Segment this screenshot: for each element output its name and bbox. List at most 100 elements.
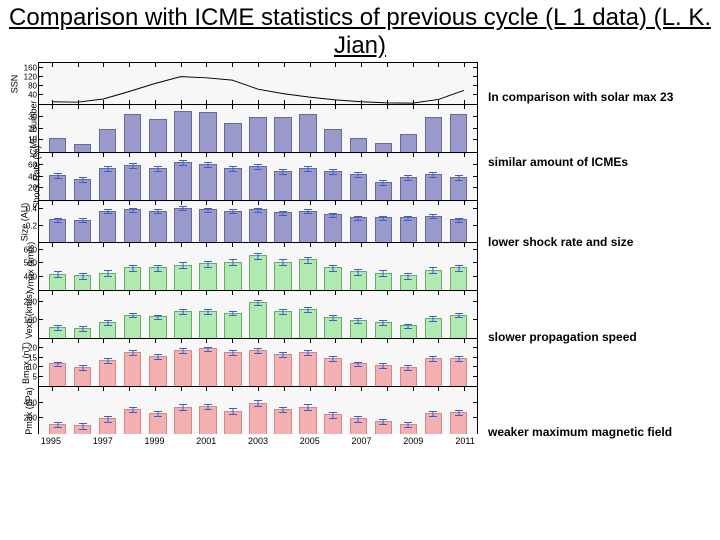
bar (450, 177, 468, 201)
bar (49, 327, 67, 338)
bar (274, 171, 292, 200)
annotation: slower propagation speed (488, 330, 637, 344)
bar (324, 267, 342, 290)
bar (450, 412, 468, 434)
bar (375, 143, 393, 152)
bars-bmax (39, 339, 477, 386)
bar (299, 309, 317, 338)
bar (124, 209, 142, 242)
annotation: lower shock rate and size (488, 235, 633, 249)
annotation: similar amount of ICMEs (488, 155, 628, 169)
panel-bmax: Bmax (nT)5101520 (38, 338, 478, 386)
bar (99, 273, 117, 290)
bar (375, 365, 393, 386)
bar (274, 262, 292, 290)
bar (299, 407, 317, 434)
bar (400, 367, 418, 386)
bar (324, 129, 342, 153)
bar (249, 302, 267, 338)
bar (299, 114, 317, 152)
bar (299, 211, 317, 242)
bar (224, 313, 242, 338)
bar (74, 275, 92, 290)
bar (224, 211, 242, 242)
bar (224, 123, 242, 152)
bar (49, 363, 67, 386)
panel-ssn: SSN4080120160 (38, 62, 478, 104)
bar (174, 311, 192, 338)
bar (274, 117, 292, 152)
annotation: In comparison with solar max 23 (488, 90, 673, 104)
bar (149, 413, 167, 434)
bar (425, 318, 443, 338)
figure-layout: SSN4080120160ICME Number102030Shock Rate… (0, 62, 720, 448)
bar (74, 220, 92, 242)
bar (400, 275, 418, 290)
bar (274, 409, 292, 434)
bar (350, 320, 368, 338)
bar (350, 138, 368, 152)
bar (450, 315, 468, 339)
bar (99, 322, 117, 338)
bar (149, 119, 167, 152)
bar (224, 262, 242, 290)
bar (174, 407, 192, 434)
bar (249, 403, 267, 434)
charts-column: SSN4080120160ICME Number102030Shock Rate… (38, 62, 478, 448)
bar (450, 267, 468, 290)
bar (124, 409, 142, 434)
bar (249, 255, 267, 290)
bar (249, 209, 267, 242)
bar (249, 350, 267, 386)
bar (299, 168, 317, 200)
bar (400, 134, 418, 152)
bar (350, 174, 368, 200)
bar (299, 352, 317, 386)
bar (199, 112, 217, 152)
bar (49, 424, 67, 434)
bar (124, 352, 142, 386)
bars-icme (39, 105, 477, 152)
bar (199, 263, 217, 290)
bar (450, 358, 468, 386)
bar (350, 271, 368, 290)
bar (149, 356, 167, 386)
bar (375, 273, 393, 290)
page-title: Comparison with ICME statistics of previ… (0, 0, 720, 62)
bar (425, 216, 443, 242)
bar (425, 270, 443, 290)
bar (274, 311, 292, 338)
bar (400, 177, 418, 201)
panel-icme: ICME Number102030 (38, 104, 478, 152)
bar (324, 358, 342, 386)
bar (49, 219, 67, 242)
bar (199, 209, 217, 242)
bar (324, 414, 342, 434)
bar (425, 413, 443, 434)
bar (124, 267, 142, 290)
bar (99, 418, 117, 434)
bar (299, 259, 317, 290)
bar (49, 274, 67, 290)
bar (99, 168, 117, 200)
panel-shock: Shock Rate (%)204060 (38, 152, 478, 200)
bar (74, 328, 92, 338)
bars-vmax (39, 243, 477, 290)
bar (99, 211, 117, 242)
bar (149, 316, 167, 338)
bar (249, 166, 267, 200)
bar (124, 165, 142, 200)
bar (350, 363, 368, 386)
bar (375, 322, 393, 338)
bar (199, 348, 217, 386)
bar (324, 214, 342, 242)
bar (400, 424, 418, 434)
bar (375, 182, 393, 200)
bar (174, 111, 192, 152)
bar (74, 367, 92, 386)
bar (450, 114, 468, 152)
bar (425, 358, 443, 386)
bar (74, 144, 92, 152)
bar (224, 411, 242, 435)
bar (400, 217, 418, 242)
